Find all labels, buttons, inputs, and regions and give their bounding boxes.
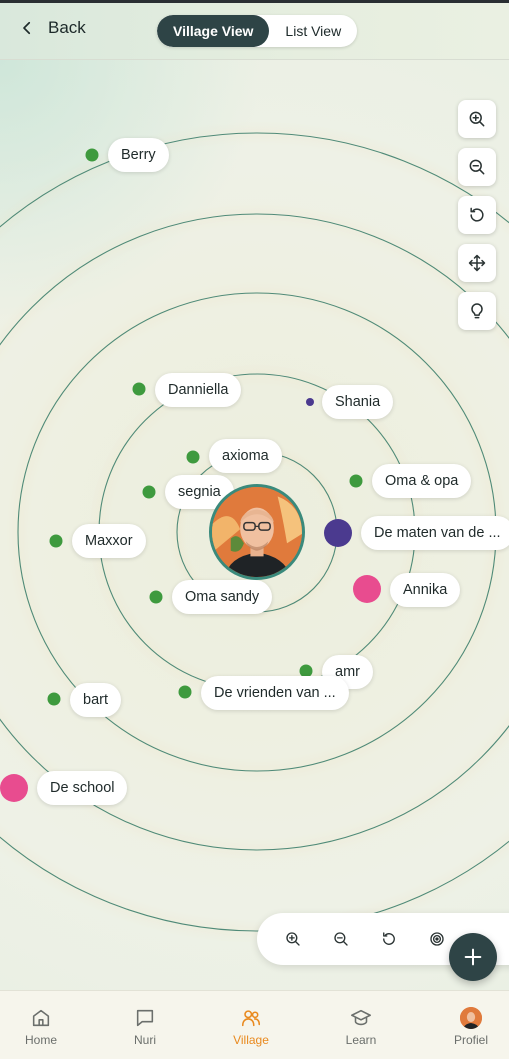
- toolbar-zoom-in-button[interactable]: [281, 927, 305, 951]
- user-portrait: [212, 487, 302, 577]
- toolbar-reset-button[interactable]: [377, 927, 401, 951]
- nav-item-learn[interactable]: Learn: [321, 1007, 401, 1047]
- node-dot[interactable]: [85, 148, 99, 162]
- bottom-nav: Home Nuri Village Learn Profiel: [0, 990, 509, 1059]
- toolbar-center-button[interactable]: [425, 927, 449, 951]
- orbit-ring: [0, 213, 509, 851]
- node-dot[interactable]: [0, 774, 28, 802]
- nav-label: Learn: [345, 1033, 377, 1047]
- node-label-annika[interactable]: Annika: [390, 573, 461, 607]
- nav-item-profiel[interactable]: Profiel: [431, 1007, 509, 1047]
- node-dot[interactable]: [299, 664, 313, 678]
- node-label-bart[interactable]: bart: [70, 683, 121, 717]
- node-label-berry[interactable]: Berry: [108, 138, 169, 172]
- node-dot[interactable]: [47, 692, 61, 706]
- node-dot[interactable]: [49, 534, 63, 548]
- tab-list-view[interactable]: List View: [285, 23, 342, 39]
- move-button[interactable]: [458, 244, 496, 282]
- node-label-amr[interactable]: amr: [322, 655, 373, 689]
- node-label-de-school[interactable]: De school: [37, 771, 128, 805]
- nav-label: Nuri: [133, 1033, 156, 1047]
- nav-label: Home: [24, 1033, 57, 1047]
- nav-item-home[interactable]: Home: [1, 1007, 81, 1047]
- node-label-danniella[interactable]: Danniella: [155, 373, 242, 407]
- move-icon: [468, 254, 486, 272]
- reset-icon: [470, 207, 484, 222]
- zoom-out-icon: [334, 932, 348, 946]
- node-dot[interactable]: [306, 398, 314, 406]
- node-label-oma-sandy[interactable]: Oma sandy: [172, 580, 273, 614]
- node-label-de-maten[interactable]: De maten van de ...: [361, 516, 509, 550]
- node-dot[interactable]: [178, 685, 192, 699]
- zoom-out-button[interactable]: [458, 148, 496, 186]
- nav-label: Profiel: [453, 1033, 488, 1047]
- node-dot[interactable]: [149, 590, 163, 604]
- target-icon: [430, 932, 444, 946]
- avatar: [460, 1007, 482, 1029]
- reset-icon: [383, 932, 395, 945]
- people-icon: [241, 1010, 261, 1027]
- nav-item-nuri[interactable]: Nuri: [105, 1007, 185, 1047]
- toolbar-zoom-out-button[interactable]: [329, 927, 353, 951]
- node-dot[interactable]: [353, 575, 381, 603]
- back-label: Back: [48, 18, 86, 37]
- node-dot[interactable]: [324, 519, 352, 547]
- node-dot[interactable]: [142, 485, 156, 499]
- node-label-maxxor[interactable]: Maxxor: [72, 524, 146, 558]
- zoom-in-icon: [469, 111, 485, 127]
- node-label-axioma[interactable]: axioma: [209, 439, 282, 473]
- village-map[interactable]: Berry Danniella Shania axioma segnia Oma…: [0, 60, 509, 990]
- tips-button[interactable]: [458, 292, 496, 330]
- nav-label: Village: [233, 1033, 269, 1047]
- chat-icon: [136, 1009, 154, 1027]
- plus-icon: [464, 948, 482, 966]
- nav-item-village[interactable]: Village: [211, 1007, 291, 1047]
- node-dot[interactable]: [132, 382, 146, 396]
- node-label-de-vrienden[interactable]: De vrienden van ...: [201, 676, 349, 710]
- graduation-cap-icon: [351, 1009, 371, 1026]
- node-dot[interactable]: [349, 474, 363, 488]
- zoom-in-icon: [286, 932, 300, 946]
- reset-button[interactable]: [458, 196, 496, 234]
- node-label-segnia[interactable]: segnia: [165, 475, 234, 509]
- home-icon: [32, 1009, 50, 1027]
- zoom-out-icon: [469, 159, 485, 175]
- node-dot[interactable]: [186, 450, 200, 464]
- tab-village-view[interactable]: Village View: [157, 15, 270, 47]
- add-button[interactable]: [449, 933, 497, 981]
- lightbulb-icon: [471, 303, 483, 319]
- chevron-left-icon: [23, 21, 31, 35]
- zoom-in-button[interactable]: [458, 100, 496, 138]
- top-bar: Back Village View List View: [0, 0, 509, 60]
- center-user-avatar[interactable]: [209, 484, 305, 580]
- view-toggle: Village View List View: [157, 15, 358, 47]
- node-label-shania[interactable]: Shania: [322, 385, 394, 419]
- node-label-oma-opa[interactable]: Oma & opa: [372, 464, 472, 498]
- back-button[interactable]: Back: [18, 18, 86, 38]
